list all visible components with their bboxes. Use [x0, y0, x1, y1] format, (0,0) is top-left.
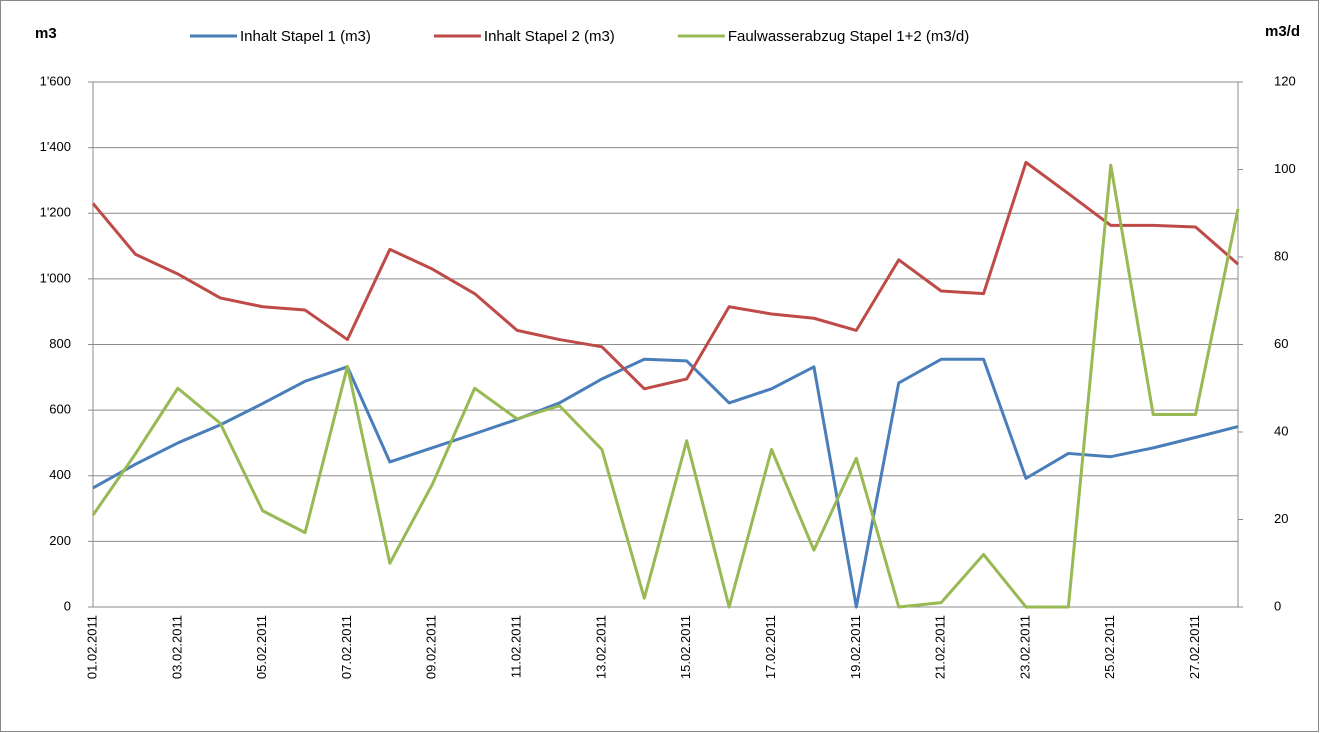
- y-tick-label: 1'200: [40, 205, 71, 220]
- y-axis-title: m3: [35, 25, 57, 42]
- y2-tick-label: 60: [1274, 336, 1288, 351]
- x-tick-label: 15.02.2011: [678, 615, 693, 679]
- x-tick-label: 07.02.2011: [339, 615, 354, 679]
- x-tick-label: 05.02.2011: [254, 615, 269, 679]
- y-tick-label: 600: [49, 402, 71, 417]
- x-tick-label: 27.02.2011: [1187, 615, 1202, 679]
- x-tick-label: 11.02.2011: [509, 615, 524, 678]
- y2-tick-label: 100: [1274, 161, 1296, 176]
- x-tick-label: 21.02.2011: [933, 615, 948, 679]
- y-tick-label: 0: [64, 598, 71, 613]
- y-tick-label: 1'000: [40, 270, 71, 285]
- legend-label: Faulwasserabzug Stapel 1+2 (m3/d): [728, 28, 969, 45]
- y2-tick-label: 20: [1274, 511, 1288, 526]
- legend-label: Inhalt Stapel 1 (m3): [240, 28, 371, 45]
- x-tick-label: 19.02.2011: [848, 615, 863, 679]
- x-tick-label: 17.02.2011: [763, 615, 778, 679]
- legend-label: Inhalt Stapel 2 (m3): [484, 28, 615, 45]
- x-tick-label: 01.02.2011: [84, 615, 99, 679]
- x-tick-label: 03.02.2011: [169, 615, 184, 679]
- y-tick-label: 200: [49, 533, 71, 548]
- y2-axis-title: m3/d: [1265, 23, 1300, 40]
- y-tick-label: 1'600: [40, 73, 71, 88]
- x-tick-label: 09.02.2011: [424, 615, 439, 679]
- y-tick-label: 800: [49, 336, 71, 351]
- x-tick-label: 25.02.2011: [1102, 615, 1117, 679]
- y-tick-label: 400: [49, 467, 71, 482]
- y2-tick-label: 80: [1274, 248, 1288, 263]
- x-tick-label: 23.02.2011: [1017, 615, 1032, 679]
- x-tick-label: 13.02.2011: [593, 615, 608, 679]
- y-tick-label: 1'400: [40, 139, 71, 154]
- series-line: [91, 160, 1239, 391]
- y2-tick-label: 40: [1274, 423, 1288, 438]
- series-line: [91, 163, 1240, 609]
- series-line: [92, 357, 1239, 609]
- y2-tick-label: 120: [1274, 73, 1296, 88]
- y2-tick-label: 0: [1274, 598, 1281, 613]
